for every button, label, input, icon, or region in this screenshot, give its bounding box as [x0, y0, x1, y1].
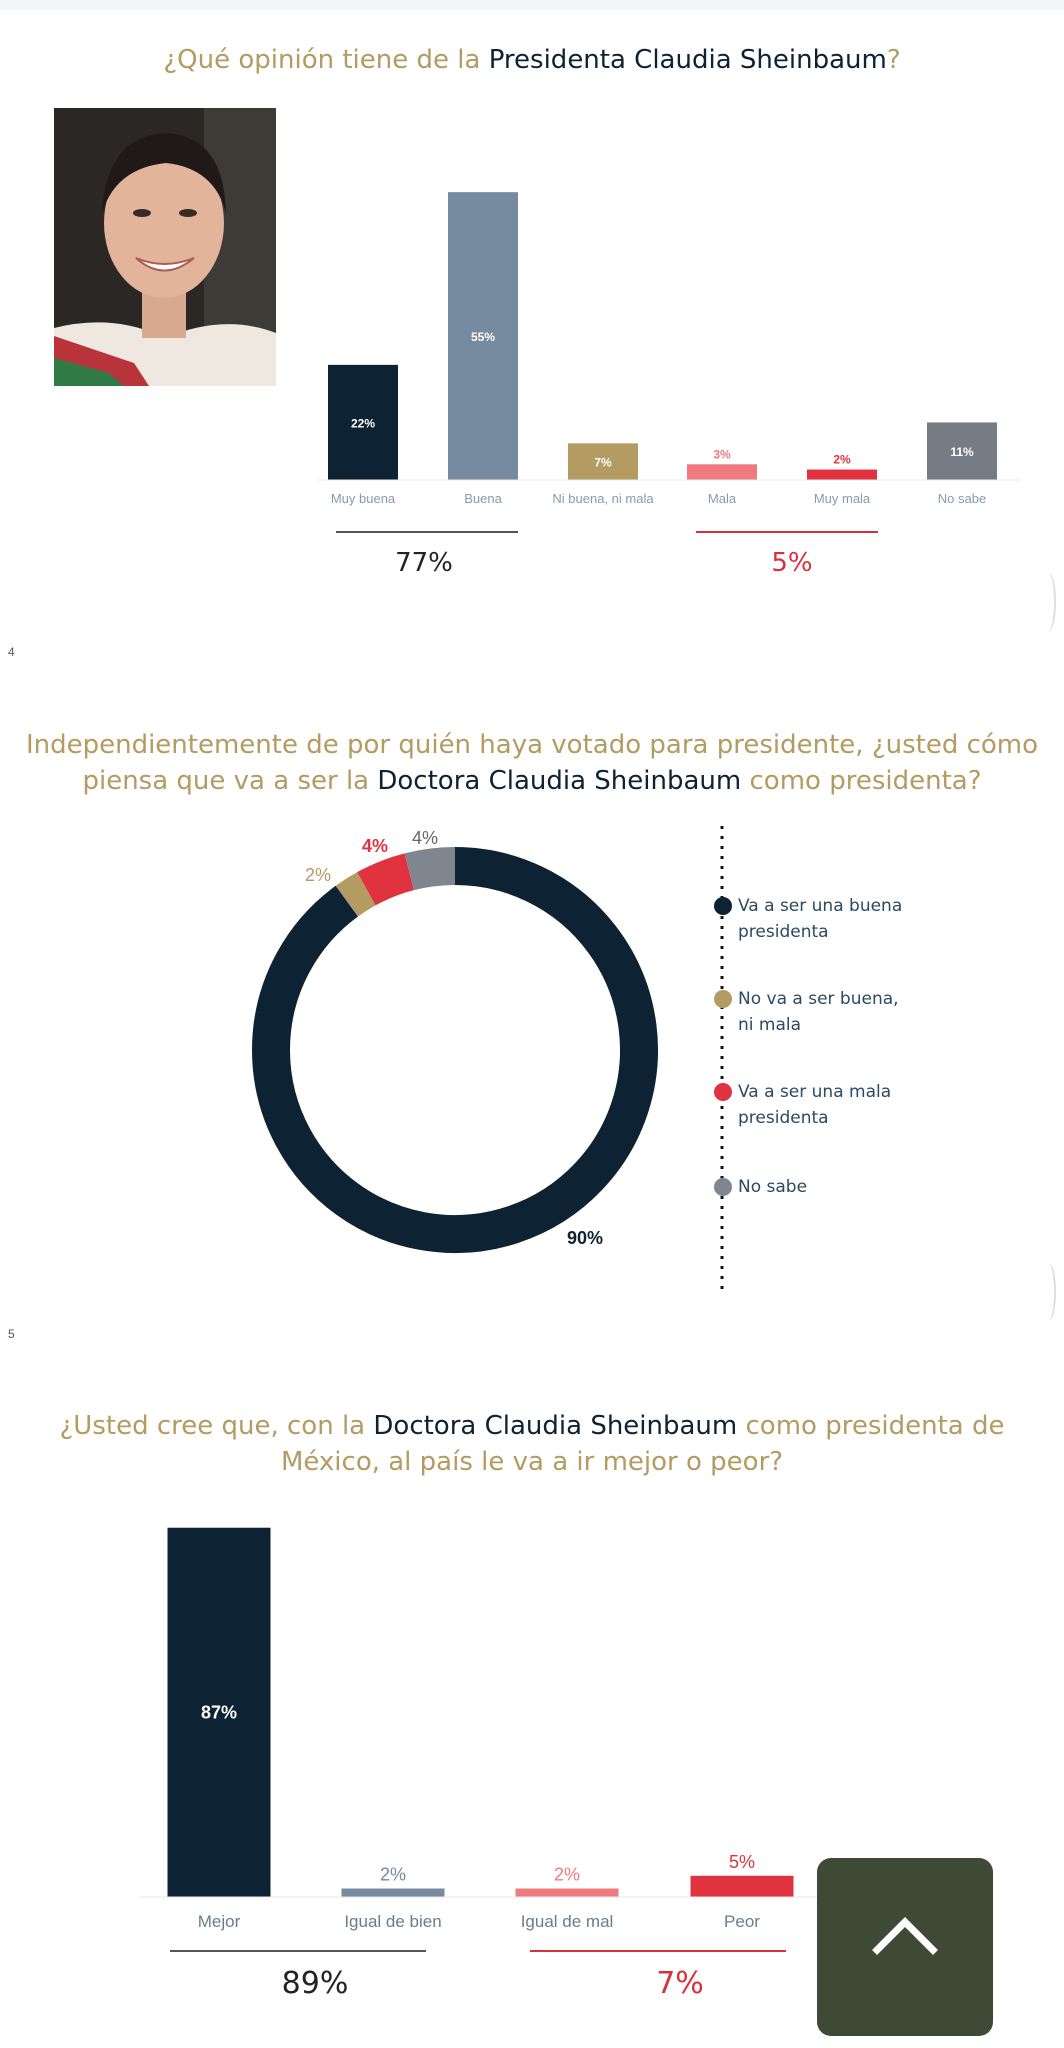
x-tick-label: Ni buena, ni mala — [552, 491, 654, 506]
bar-value-label: 22% — [351, 416, 375, 430]
legend-dot-bad — [714, 1083, 732, 1101]
bar-buena — [448, 192, 518, 480]
legend-dot-good — [714, 897, 732, 915]
legend-item-good: Va a ser una buena presidenta — [714, 893, 958, 945]
portrait-illustration — [54, 108, 276, 386]
legend-item-bad: Va a ser una mala presidenta — [714, 1079, 958, 1131]
bar-igual-de-bien — [341, 1888, 445, 1897]
bar-no-sabe — [927, 422, 997, 480]
bar-igual-de-mal — [515, 1888, 619, 1897]
bar-ni-buena-ni-mala — [568, 443, 638, 480]
donut-slice-bad — [357, 853, 415, 906]
donut-label-nosabe: 4% — [412, 828, 438, 848]
donut-label-good: 90% — [567, 1228, 603, 1248]
legend-item-neutral: No va a ser buena, ni mala — [714, 986, 958, 1038]
bar-value-label: 3% — [713, 447, 731, 461]
top-bar — [0, 0, 1064, 10]
chart2-title: Independientemente de por quién haya vot… — [25, 730, 1039, 796]
side-mark — [1040, 1262, 1056, 1322]
chart1-bar-chart: 22% Muy buena 55% Buena 7% Ni buena, ni mala 3… — [318, 192, 1020, 578]
legend-dot-neutral — [714, 990, 732, 1008]
bar-value-label: 2% — [380, 1865, 406, 1885]
x-tick-label: Mejor — [198, 1912, 241, 1931]
chevron-up-icon — [872, 1917, 938, 1955]
chart2-donut-chart: 90% 2% 4% 4% — [252, 826, 724, 1292]
bar-peor — [690, 1875, 794, 1897]
x-tick-label: Muy mala — [814, 491, 871, 506]
chart3-title: ¿Usted cree que, con la Doctora Claudia … — [59, 1411, 1005, 1477]
donut-slice-good — [252, 847, 658, 1253]
x-tick-label: Peor — [724, 1912, 760, 1931]
bar-muy-buena — [328, 364, 398, 480]
donut-label-neutral: 2% — [305, 865, 331, 885]
bar-mala — [687, 464, 757, 480]
chart3-group-label-negative: 7% — [656, 1966, 704, 2001]
president-photo — [54, 108, 276, 386]
bar-value-label: 55% — [471, 330, 495, 344]
bar-value-label: 7% — [594, 456, 612, 470]
legend-item-nosabe: No sabe — [714, 1174, 958, 1200]
bar-mejor — [167, 1527, 271, 1897]
bar-value-label: 5% — [729, 1852, 755, 1872]
bar-value-label: 2% — [554, 1865, 580, 1885]
legend-dot-nosabe — [714, 1178, 732, 1196]
chart3-group-label-positive: 89% — [282, 1966, 349, 2001]
page-number: 4 — [8, 645, 15, 659]
bar-value-label: 2% — [833, 453, 851, 467]
x-tick-label: Mala — [708, 491, 737, 506]
donut-slice-nosabe — [404, 847, 456, 891]
donut-label-bad: 4% — [362, 836, 388, 856]
chart1-group-label-negative: 5% — [771, 548, 812, 578]
bar-value-label: 87% — [201, 1702, 237, 1722]
bar-muy-mala — [807, 469, 877, 480]
x-tick-label: Igual de bien — [344, 1912, 441, 1931]
x-tick-label: Buena — [464, 491, 502, 506]
page-number: 5 — [8, 1327, 15, 1341]
scroll-to-top-button[interactable] — [817, 1858, 993, 2036]
chart1-group-label-positive: 77% — [395, 548, 453, 578]
x-tick-label: No sabe — [938, 491, 986, 506]
x-tick-label: Igual de mal — [521, 1912, 614, 1931]
chart1-title: ¿Qué opinión tiene de la Presidenta Clau… — [163, 45, 901, 75]
side-mark — [1040, 572, 1056, 632]
bar-value-label: 11% — [950, 445, 974, 459]
x-tick-label: Muy buena — [331, 491, 396, 506]
donut-slice-neutral — [335, 872, 376, 917]
